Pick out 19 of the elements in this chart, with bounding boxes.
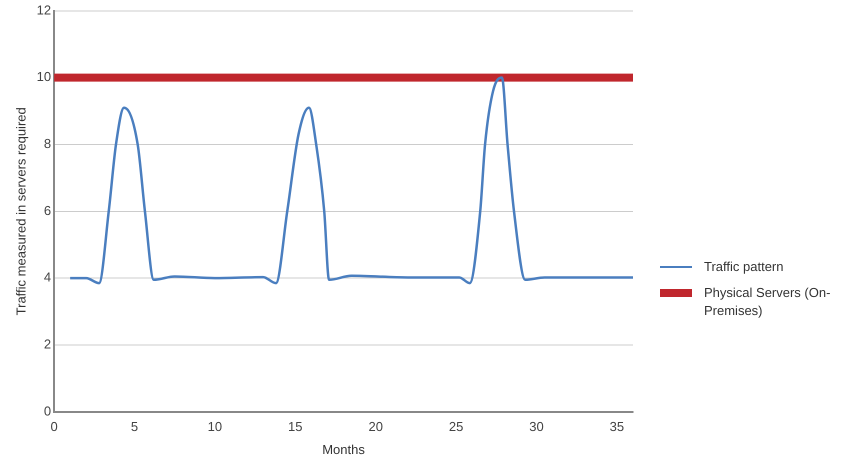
- legend-label: Physical Servers (On-Premises): [704, 284, 832, 320]
- y-tick-label: 10: [36, 69, 52, 84]
- y-tick-label: 2: [44, 336, 52, 352]
- x-axis-title: Months: [322, 442, 366, 457]
- y-axis-title: Traffic measured in servers required: [13, 107, 28, 316]
- x-tick-label: 25: [448, 419, 464, 434]
- legend-label: Traffic pattern: [704, 258, 784, 276]
- x-tick-label: 35: [610, 419, 624, 434]
- x-tick-label: 5: [130, 419, 138, 434]
- y-tick-label: 6: [44, 202, 52, 218]
- x-tick-label: 15: [288, 419, 303, 434]
- line-series: [68, 76, 633, 284]
- x-tick-label: 30: [529, 419, 544, 434]
- y-tick-label: 4: [44, 270, 52, 285]
- y-tick-label: 12: [36, 2, 52, 18]
- x-tick-label: 10: [208, 419, 222, 434]
- y-tick-label: 0: [44, 403, 52, 418]
- y-tick-label: 8: [44, 136, 52, 152]
- x-tick-label: 20: [368, 419, 383, 434]
